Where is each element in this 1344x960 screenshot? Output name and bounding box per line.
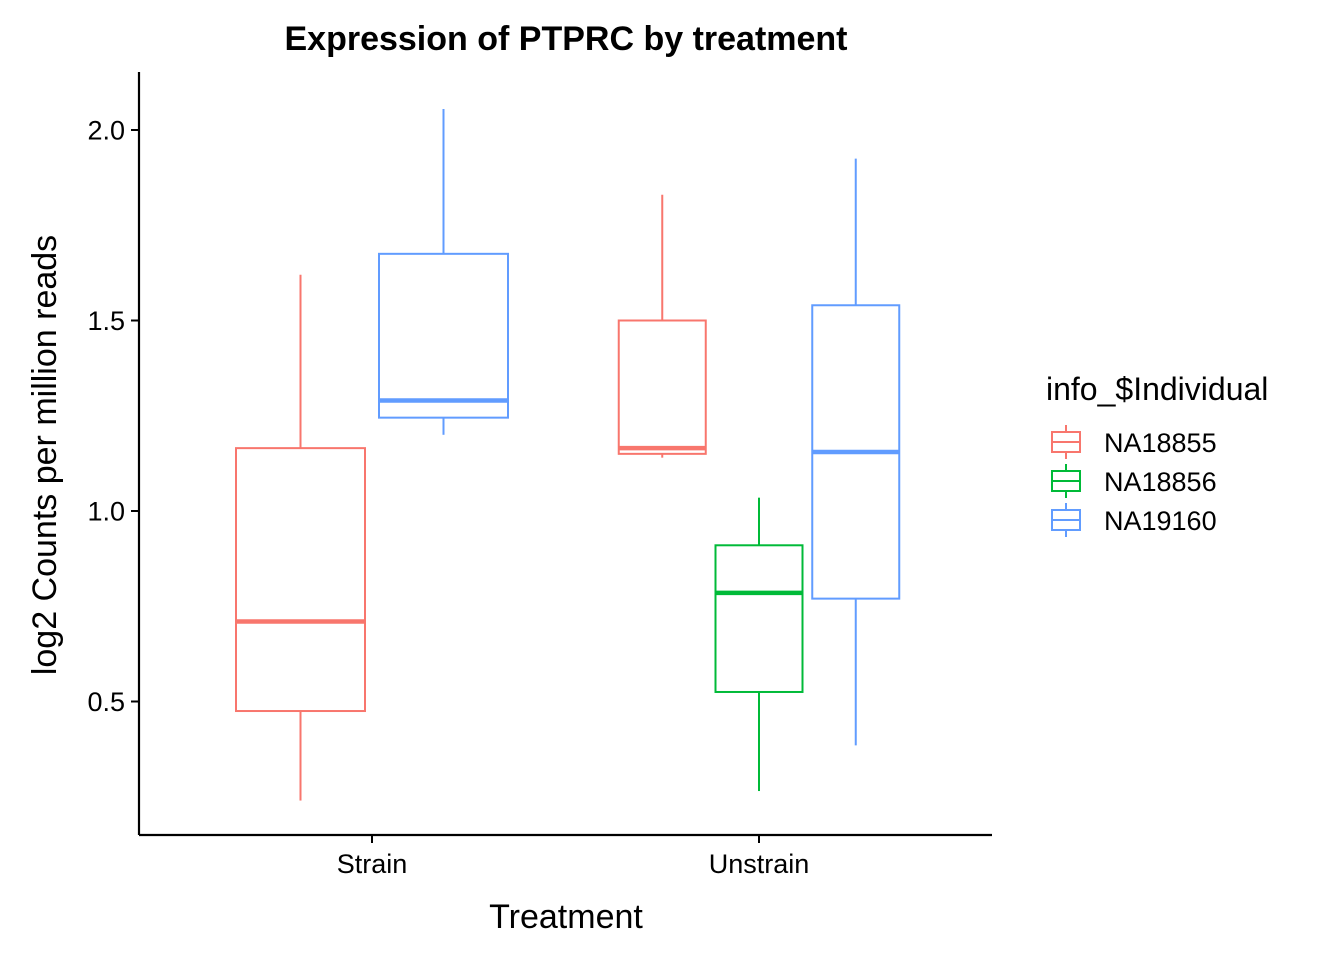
legend-entry: NA18855 — [1051, 425, 1217, 459]
plot-area: 0.5 1.0 1.5 2.0 Strain Unstrain — [87, 72, 992, 879]
box-unstrain-na18856 — [714, 497, 804, 792]
box-iqr — [714, 544, 804, 693]
x-tick-label: Unstrain — [709, 849, 810, 879]
legend-label: NA18855 — [1104, 428, 1217, 458]
y-axis-title: log2 Counts per million reads — [26, 235, 64, 675]
legend-label: NA19160 — [1104, 506, 1217, 536]
legend-title: info_$Individual — [1046, 371, 1268, 407]
x-axis-title: Treatment — [489, 898, 643, 936]
legend-label: NA18856 — [1104, 467, 1217, 497]
legend-entry: NA19160 — [1051, 503, 1217, 537]
chart-title: Expression of PTPRC by treatment — [284, 20, 847, 58]
boxes — [235, 109, 901, 801]
y-tick-label: 0.5 — [87, 687, 125, 717]
x-ticks: Strain Unstrain — [337, 835, 810, 879]
legend: info_$Individual NA18855 NA18856 NA19160 — [1046, 371, 1268, 537]
box-strain-na19160 — [378, 109, 509, 435]
legend-entry: NA18856 — [1051, 464, 1217, 498]
box-unstrain-na18855 — [617, 194, 707, 458]
x-tick-label: Strain — [337, 849, 408, 879]
y-ticks: 0.5 1.0 1.5 2.0 — [87, 116, 139, 717]
box-iqr — [235, 447, 366, 713]
legend-key — [1051, 425, 1081, 459]
legend-entries: NA18855 NA18856 NA19160 — [1051, 425, 1217, 537]
legend-key — [1051, 464, 1081, 498]
y-tick-label: 1.5 — [87, 306, 125, 336]
box-iqr — [617, 319, 707, 455]
box-strain-na18855 — [235, 274, 366, 801]
box-iqr — [378, 252, 509, 419]
y-tick-label: 2.0 — [87, 116, 125, 146]
box-unstrain-na19160 — [811, 158, 901, 746]
y-tick-label: 1.0 — [87, 497, 125, 527]
legend-key — [1051, 503, 1081, 537]
